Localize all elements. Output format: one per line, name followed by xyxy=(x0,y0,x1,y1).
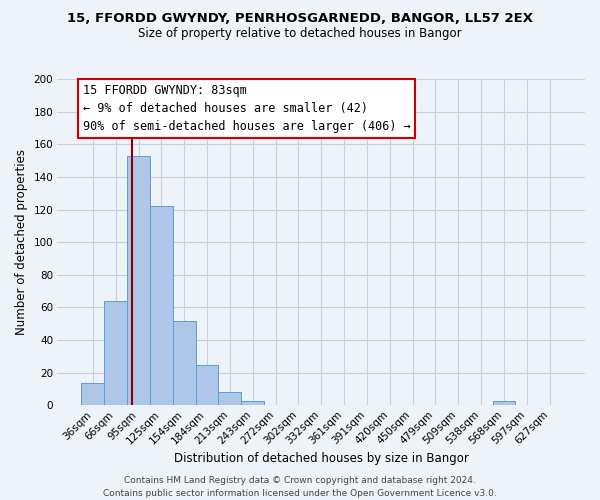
Y-axis label: Number of detached properties: Number of detached properties xyxy=(15,149,28,335)
Bar xyxy=(150,206,173,406)
Bar xyxy=(104,301,127,406)
Bar xyxy=(493,400,515,406)
Bar xyxy=(127,156,150,406)
Text: Size of property relative to detached houses in Bangor: Size of property relative to detached ho… xyxy=(138,28,462,40)
Bar xyxy=(218,392,241,406)
Text: 15 FFORDD GWYNDY: 83sqm
← 9% of detached houses are smaller (42)
90% of semi-det: 15 FFORDD GWYNDY: 83sqm ← 9% of detached… xyxy=(83,84,410,133)
Text: Contains HM Land Registry data © Crown copyright and database right 2024.
Contai: Contains HM Land Registry data © Crown c… xyxy=(103,476,497,498)
Bar xyxy=(82,382,104,406)
X-axis label: Distribution of detached houses by size in Bangor: Distribution of detached houses by size … xyxy=(174,452,469,465)
Bar xyxy=(241,400,264,406)
Bar xyxy=(196,364,218,406)
Bar xyxy=(173,320,196,406)
Text: 15, FFORDD GWYNDY, PENRHOSGARNEDD, BANGOR, LL57 2EX: 15, FFORDD GWYNDY, PENRHOSGARNEDD, BANGO… xyxy=(67,12,533,26)
